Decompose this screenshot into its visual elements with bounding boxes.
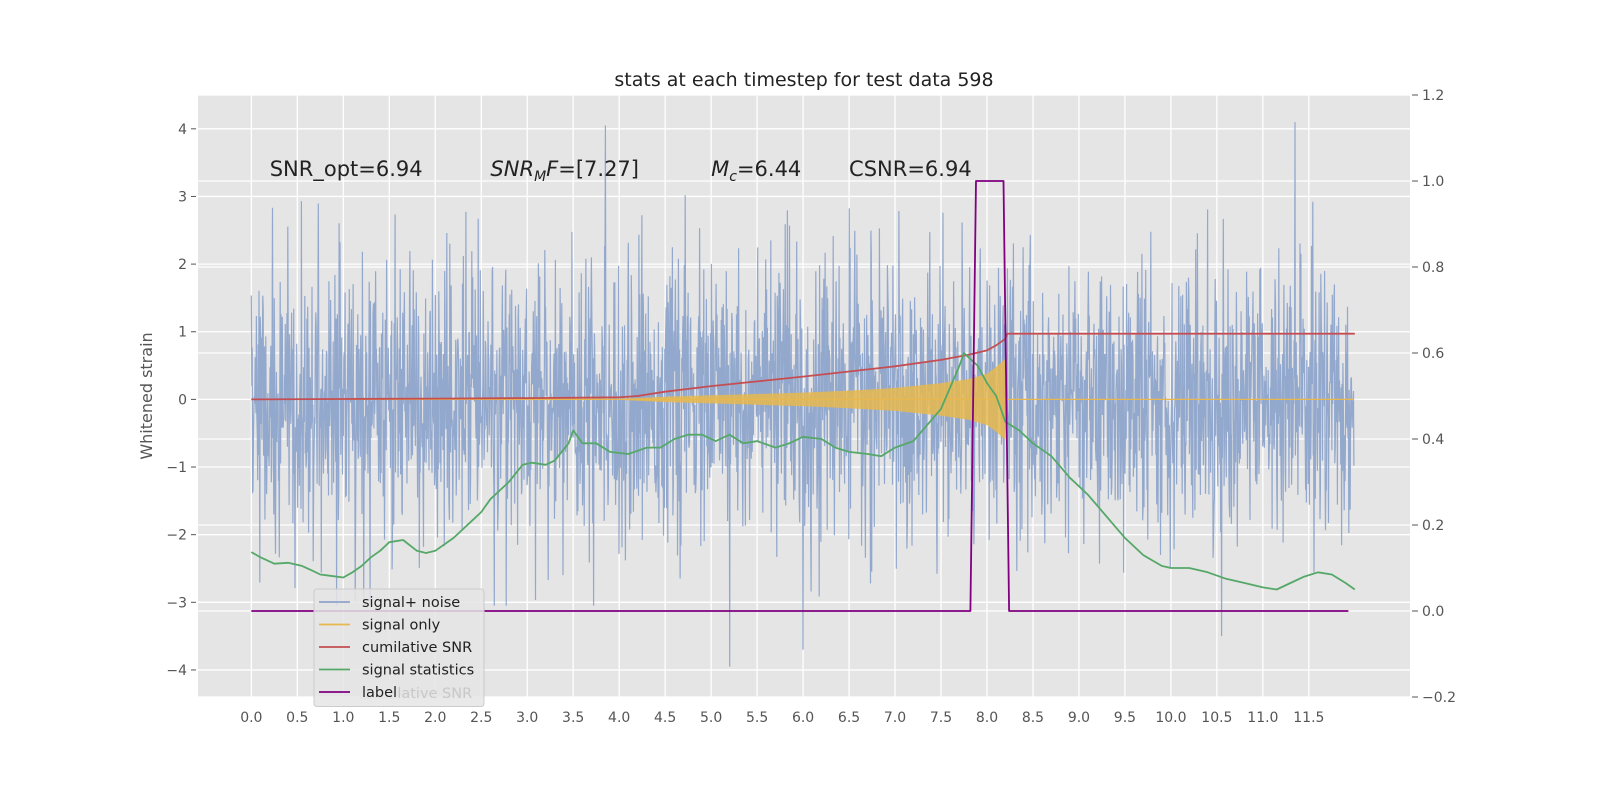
- x-tick-label: 5.0: [700, 710, 722, 726]
- x-tick-label: 7.5: [930, 710, 952, 726]
- legend-label: cumilative SNR: [362, 640, 472, 656]
- x-tick-label: 7.0: [884, 710, 906, 726]
- y2-tick-label: 0.4: [1422, 432, 1444, 448]
- legend: cumilative SNR signal+ noise signal only c…: [313, 588, 485, 707]
- series-signal-noise: [250, 122, 1355, 667]
- annotations: SNR_opt=6.94 SNRMF=[7.27] Mc=6.44 CSNR=6.94: [270, 157, 972, 185]
- x-tick-label: 9.5: [1114, 710, 1136, 726]
- x-tick-label: 9.0: [1068, 710, 1090, 726]
- tick-labels: 0.0 0.5 1.0 1.5 2.0 2.5 3.0 3.5 4.0 4.5 5.0 5.5 6.0 6…: [166, 88, 1456, 726]
- legend-label: label: [362, 685, 397, 701]
- legend-box: [313, 588, 485, 707]
- x-tick-label: 6.5: [838, 710, 860, 726]
- data-layer: [250, 122, 1356, 667]
- x-tick-label: 11.0: [1247, 710, 1278, 726]
- x-tick-label: 1.5: [378, 710, 400, 726]
- y-tick-label: 3: [178, 189, 187, 205]
- y-tick-label: 0: [178, 392, 187, 408]
- y2-tick-label: 0.2: [1422, 518, 1444, 534]
- annotation-0: SNR_opt=6.94: [270, 157, 423, 182]
- y2-tick-label: 0.6: [1422, 346, 1444, 362]
- y2-tick-label: 1.2: [1422, 88, 1444, 104]
- y2-tick-label: 1.0: [1422, 174, 1444, 190]
- y2-tick-label: 0.8: [1422, 260, 1444, 276]
- x-tick-label: 0.0: [240, 710, 262, 726]
- x-tick-label: 11.5: [1293, 710, 1324, 726]
- x-tick-label: 4.0: [608, 710, 630, 726]
- x-tick-label: 5.5: [746, 710, 768, 726]
- x-tick-label: 3.5: [562, 710, 584, 726]
- y2-tick-label: 0.0: [1422, 604, 1444, 620]
- legend-cover: [360, 683, 396, 699]
- x-tick-label: 6.0: [792, 710, 814, 726]
- y-tick-label: −3: [166, 595, 187, 611]
- annotation-3: CSNR=6.94: [849, 157, 972, 181]
- annotation-2: Mc=6.44: [711, 157, 801, 185]
- y-tick-label: −4: [166, 663, 187, 679]
- x-tick-label: 2.5: [470, 710, 492, 726]
- y-tick-label: −1: [166, 460, 187, 476]
- x-tick-label: 8.5: [1022, 710, 1044, 726]
- legend-label: signal only: [362, 618, 441, 634]
- x-tick-label: 3.0: [516, 710, 538, 726]
- y-tick-label: 2: [178, 257, 187, 273]
- y-axis-label: Whitened strain: [137, 332, 156, 459]
- y2-tick-label: −0.2: [1422, 690, 1456, 706]
- legend-items: signal+ noise signal only cumilative SNR si…: [319, 595, 474, 701]
- chart-title: stats at each timestep for test data 598: [614, 69, 993, 91]
- series-signal-statistics: [250, 352, 1356, 591]
- x-tick-label: 0.5: [286, 710, 308, 726]
- x-tick-label: 10.0: [1155, 710, 1186, 726]
- legend-label: signal+ noise: [362, 595, 460, 611]
- x-tick-label: 4.5: [654, 710, 676, 726]
- legend-label: signal statistics: [362, 663, 474, 679]
- x-tick-label: 8.0: [976, 710, 998, 726]
- y-tick-label: 4: [178, 122, 187, 138]
- annotation-1: SNRMF=[7.27]: [490, 157, 639, 185]
- y-tick-label: −2: [166, 528, 187, 544]
- series-cumilative-snr: [251, 332, 1355, 401]
- x-tick-label: 2.0: [424, 710, 446, 726]
- x-tick-label: 1.0: [332, 710, 354, 726]
- x-tick-label: 10.5: [1201, 710, 1232, 726]
- series-label: [251, 180, 1349, 612]
- y-tick-label: 1: [178, 325, 187, 341]
